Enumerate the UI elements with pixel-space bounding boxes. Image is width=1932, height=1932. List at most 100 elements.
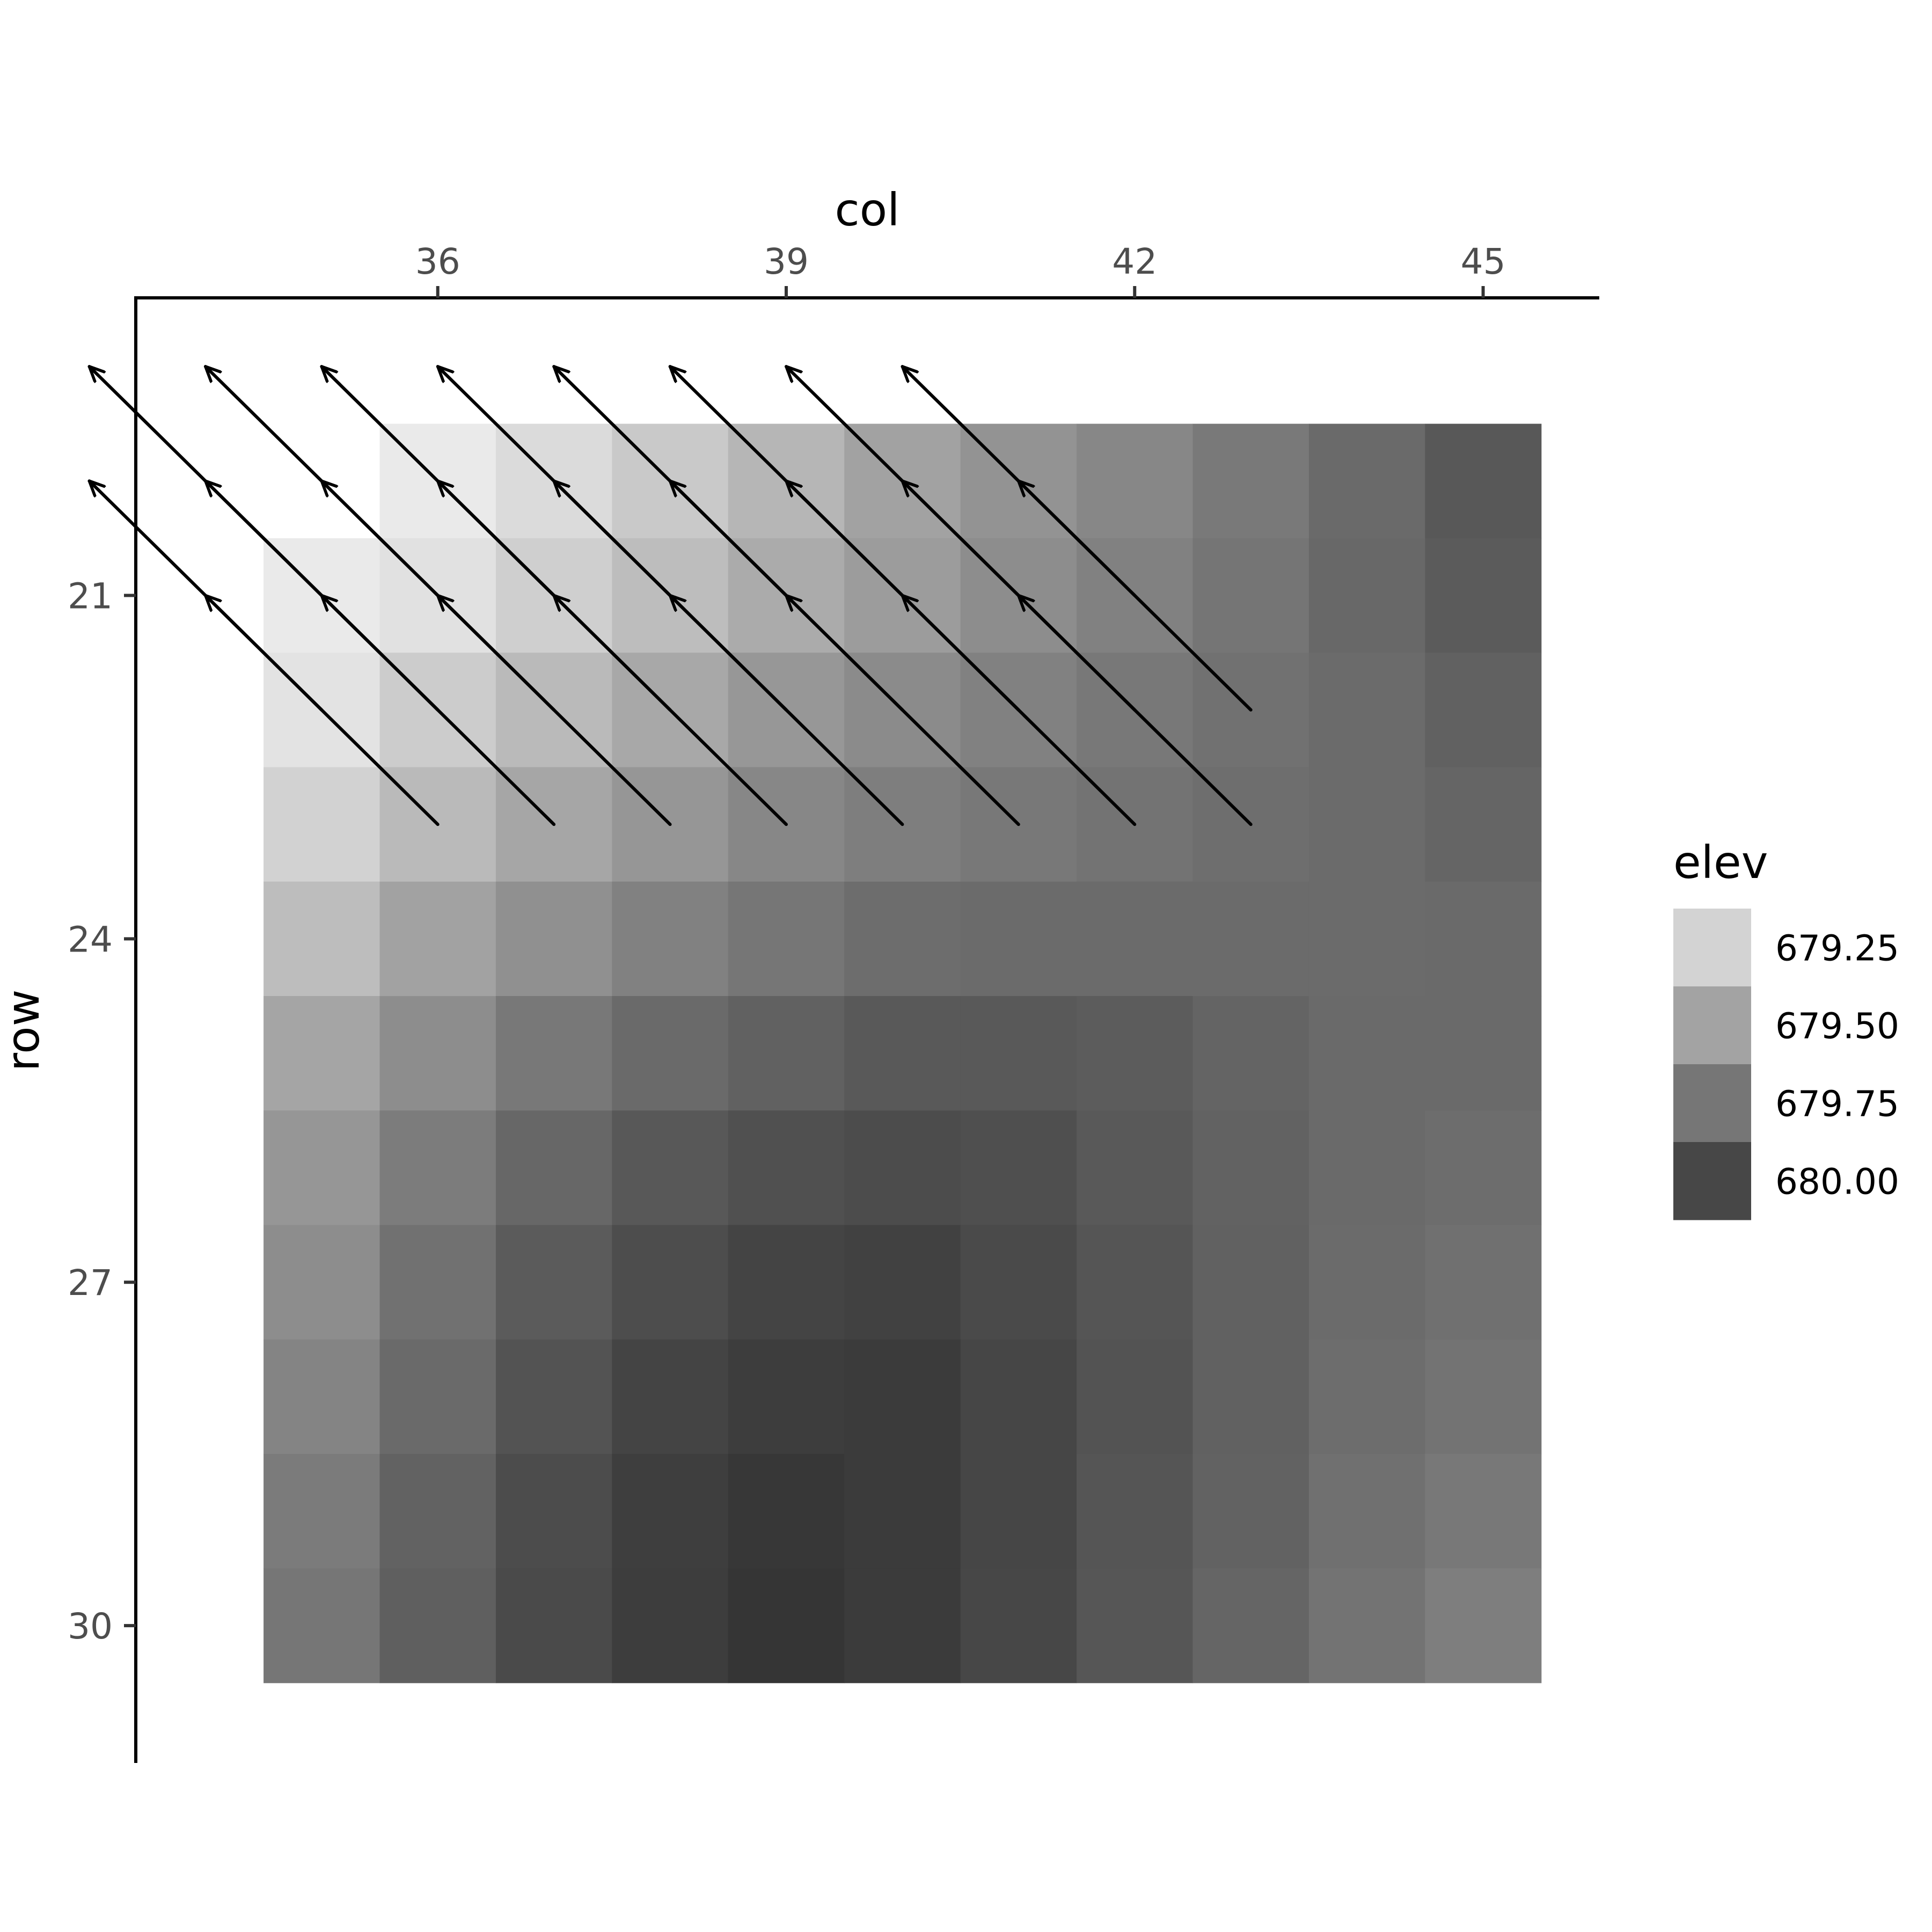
- flow-arrow: [203, 364, 440, 597]
- flow-arrow: [668, 364, 904, 597]
- heatmap-cell: [960, 996, 1077, 1111]
- heatmap-cell: [960, 1110, 1077, 1226]
- flow-arrow: [436, 364, 672, 597]
- heatmap-cell: [728, 996, 845, 1111]
- x-tick-label: 45: [1461, 241, 1506, 282]
- flow-arrow: [87, 479, 324, 712]
- legend-key: [1673, 1064, 1751, 1143]
- heatmap-cell: [960, 881, 1077, 997]
- legend-label: 679.75: [1775, 1084, 1899, 1125]
- flow-arrow: [785, 364, 1020, 597]
- y-tick-label: 27: [68, 1262, 113, 1304]
- legend-key: [1673, 1142, 1751, 1220]
- heatmap-cell: [264, 1225, 380, 1340]
- heatmap-cell: [1425, 1454, 1542, 1569]
- heatmap-cell: [379, 1225, 496, 1340]
- heatmap-cell: [728, 1454, 845, 1569]
- heatmap-cell: [612, 996, 729, 1111]
- heatmap-cell: [1425, 1339, 1542, 1454]
- heatmap-cell: [1308, 538, 1425, 653]
- heatmap-cell: [1425, 881, 1542, 997]
- heatmap-cell: [844, 996, 961, 1111]
- flow-arrows: [87, 364, 1253, 826]
- heatmap-cell: [264, 1568, 380, 1684]
- heatmap-cell: [844, 1110, 961, 1226]
- heatmap-cell: [1077, 996, 1194, 1111]
- heatmap-cell: [495, 1110, 612, 1226]
- flow-arrow: [552, 364, 788, 597]
- heatmap-cell: [960, 1568, 1077, 1684]
- heatmap-cell: [612, 1339, 729, 1454]
- heatmap-cell: [1077, 1339, 1194, 1454]
- heatmap-cell: [1425, 538, 1542, 653]
- heatmap-cell: [844, 1568, 961, 1684]
- heatmap-cell: [1192, 881, 1309, 997]
- heatmap-cell: [612, 1454, 729, 1569]
- heatmap-cell: [495, 881, 612, 997]
- heatmap-cell: [1192, 423, 1309, 539]
- heatmap-cell: [1308, 767, 1425, 882]
- legend-label: 679.25: [1775, 928, 1899, 969]
- y-axis-title: row: [0, 990, 49, 1072]
- heatmap-cell: [495, 1568, 612, 1684]
- heatmap-cell: [1077, 1225, 1194, 1340]
- heatmap-cell: [495, 1454, 612, 1569]
- heatmap-cell: [612, 1225, 729, 1340]
- y-tick-label: 21: [68, 576, 113, 617]
- heatmap-cell: [1077, 1110, 1194, 1226]
- heatmap-cell: [1192, 538, 1309, 653]
- x-tick-label: 42: [1112, 241, 1157, 282]
- heatmap-cell: [379, 1110, 496, 1226]
- heatmap-cell: [612, 1110, 729, 1226]
- heatmap-cell: [1308, 1339, 1425, 1454]
- heatmap-cell: [1308, 1225, 1425, 1340]
- heatmap-cell: [264, 767, 380, 882]
- heatmap-cell: [1192, 996, 1309, 1111]
- heatmap-cell: [379, 1454, 496, 1569]
- heatmap-cell: [1308, 653, 1425, 768]
- heatmap-cell: [1192, 1454, 1309, 1569]
- x-tick-label: 39: [764, 241, 809, 282]
- heatmap-cell: [1192, 1568, 1309, 1684]
- heatmap-cell: [264, 881, 380, 997]
- heatmap-cell: [1192, 1225, 1309, 1340]
- heatmap-cell: [1077, 423, 1194, 539]
- flow-arrow: [87, 364, 324, 597]
- heatmap-cell: [1192, 1110, 1309, 1226]
- heatmap-cell: [844, 1454, 961, 1569]
- heatmap-cell: [1308, 423, 1425, 539]
- heatmap-cell: [1308, 996, 1425, 1111]
- heatmap-cell: [1425, 1225, 1542, 1340]
- legend-label: 679.50: [1775, 1006, 1899, 1047]
- heatmap-cell: [844, 1225, 961, 1340]
- heatmap-cell: [379, 881, 496, 997]
- y-tick-label: 30: [68, 1606, 113, 1647]
- heatmap-cell: [1077, 881, 1194, 997]
- heatmap-cell: [960, 1339, 1077, 1454]
- heatmap-cell: [612, 881, 729, 997]
- heatmap-cell: [1308, 1110, 1425, 1226]
- heatmap-cell: [1077, 1454, 1194, 1569]
- heatmap-cell: [1425, 767, 1542, 882]
- heatmap-cell: [495, 1339, 612, 1454]
- heatmap-cell: [264, 1110, 380, 1226]
- legend-key: [1673, 909, 1751, 987]
- legend: elev 679.25 679.50 679.75 680.00: [1673, 836, 1899, 1220]
- heatmap-cell: [728, 1225, 845, 1340]
- heatmap-cell: [1077, 1568, 1194, 1684]
- heatmap-cell: [728, 1568, 845, 1684]
- heatmap-cell: [495, 996, 612, 1111]
- heatmap-cell: [1425, 1568, 1542, 1684]
- flow-arrow: [320, 364, 556, 597]
- heatmap-cell: [264, 1339, 380, 1454]
- x-axis-ticks: 36 39 42 45: [415, 241, 1506, 298]
- legend-label: 680.00: [1775, 1161, 1899, 1203]
- x-tick-label: 36: [415, 241, 460, 282]
- heatmap-cell: [728, 1110, 845, 1226]
- flow-arrow: [901, 364, 1137, 597]
- heatmap-cell: [1308, 1568, 1425, 1684]
- heatmap-cell: [728, 1339, 845, 1454]
- x-axis-title: col: [835, 184, 900, 236]
- heatmap-cell: [1425, 1110, 1542, 1226]
